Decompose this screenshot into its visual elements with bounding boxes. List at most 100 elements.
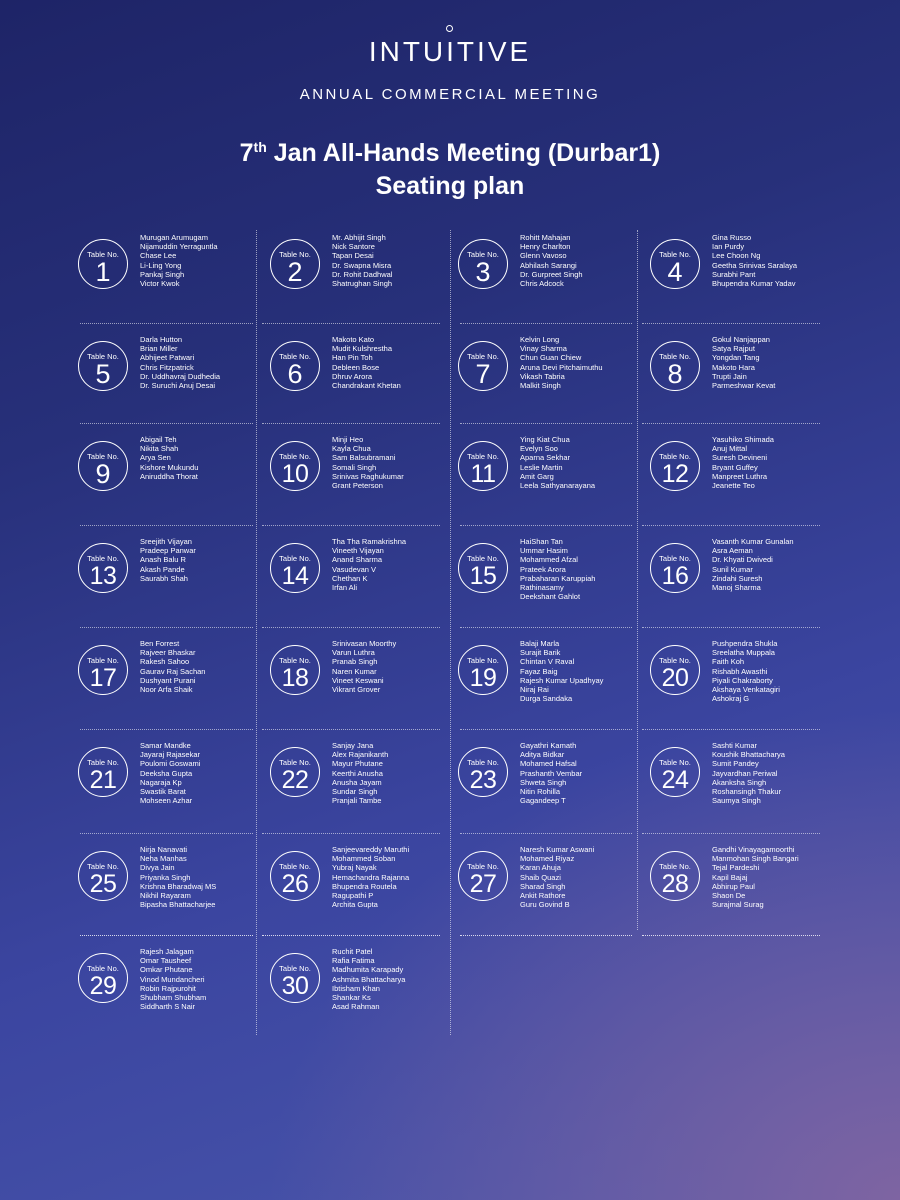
guest-name: Jeanette Teo bbox=[712, 481, 755, 491]
table-label: Table No. bbox=[279, 656, 311, 665]
guest-list: Samar Mandke Jayaraj Rajasekar Poulomi Gos… bbox=[140, 741, 270, 805]
row-divider bbox=[262, 323, 440, 324]
row-divider bbox=[642, 935, 820, 936]
table-card: Table No. 20 Pushpendra Shukla Sreelatha Mu… bbox=[650, 639, 840, 739]
table-number: 22 bbox=[281, 766, 309, 794]
table-number: 13 bbox=[89, 562, 117, 590]
guest-name: Chintan V Raval bbox=[520, 657, 575, 667]
guest-list: HaiShan Tan Ummar Hasim Mohammed Afzal Prat… bbox=[520, 537, 650, 601]
guest-name: Ragupathi P bbox=[332, 891, 374, 901]
guest-name: Gokul Nanjappan bbox=[712, 335, 770, 344]
row-divider bbox=[80, 833, 253, 834]
guest-name: Tejal Pardeshi bbox=[712, 863, 760, 873]
guest-name: Jayaraj Rajasekar bbox=[140, 750, 201, 760]
guest-name: Nikita Shah bbox=[140, 444, 179, 454]
table-number: 8 bbox=[667, 359, 683, 389]
row-divider bbox=[262, 423, 440, 424]
table-number-badge: Table No. 6 bbox=[270, 341, 320, 391]
guest-name: Anuj Mittal bbox=[712, 444, 748, 454]
guest-name: Shatrughan Singh bbox=[332, 279, 393, 289]
guest-name: Nirja Nanavati bbox=[140, 845, 188, 854]
guest-list: Darla Hutton Brian Miller Abhijeet Patwari… bbox=[140, 335, 270, 390]
guest-name: Balaji Marla bbox=[520, 639, 560, 648]
guest-name: Aruna Devi Pitchaimuthu bbox=[520, 362, 603, 372]
table-label: Table No. bbox=[87, 352, 119, 361]
guest-name: Ian Purdy bbox=[712, 242, 745, 252]
guest-name: Vikash Tabria bbox=[520, 371, 565, 381]
guest-name: Grant Peterson bbox=[332, 481, 383, 491]
table-card: Table No. 3 Rohitt Mahajan Henry Charlton Gl… bbox=[458, 233, 648, 333]
guest-name: Samar Mandke bbox=[140, 741, 191, 750]
table-card: Table No. 19 Balaji Marla Surajit Barik Chin… bbox=[458, 639, 648, 739]
table-card: Table No. 13 Sreejith Vijayan Pradeep Panwa… bbox=[78, 537, 268, 637]
guest-name: Manpreet Luthra bbox=[712, 471, 768, 481]
table-number-badge: Table No. 2 bbox=[270, 239, 320, 289]
page-title: 7th Jan All-Hands Meeting (Durbar1) Seat… bbox=[0, 137, 900, 203]
table-number-badge: Table No. 24 bbox=[650, 747, 700, 797]
table-number: 5 bbox=[95, 359, 111, 389]
guest-name: Varun Luthra bbox=[332, 648, 375, 658]
table-label: Table No. bbox=[87, 964, 119, 973]
table-number: 3 bbox=[475, 257, 491, 287]
guest-name: Nick Santore bbox=[332, 242, 375, 252]
guest-name: Parmeshwar Kevat bbox=[712, 381, 776, 391]
guest-name: Ben Forrest bbox=[140, 639, 180, 648]
guest-list: Sanjeevareddy Maruthi Mohammed Soban Yubra… bbox=[332, 845, 462, 909]
guest-list: Ben Forrest Rajveer Bhaskar Rakesh Sahoo Ga… bbox=[140, 639, 270, 694]
guest-name: Dr. Swapna Misra bbox=[332, 260, 392, 270]
guest-name: Omkar Phutane bbox=[140, 965, 193, 975]
table-label: Table No. bbox=[279, 862, 311, 871]
guest-name: Leslie Martin bbox=[520, 462, 563, 472]
guest-name: Sreelatha Muppala bbox=[712, 648, 775, 658]
table-number-badge: Table No. 13 bbox=[78, 543, 128, 593]
guest-name: Yasuhiko Shimada bbox=[712, 435, 774, 444]
guest-name: Vasanth Kumar Gunalan bbox=[712, 537, 794, 546]
guest-name: Lee Choon Ng bbox=[712, 251, 761, 261]
table-number: 28 bbox=[661, 870, 689, 898]
guest-name: Niraj Rai bbox=[520, 685, 549, 695]
guest-name: Trupti Jain bbox=[712, 371, 747, 381]
guest-list: Mr. Abhijit Singh Nick Santore Tapan Desai… bbox=[332, 233, 462, 288]
row-divider bbox=[460, 729, 632, 730]
guest-name: Prateek Arora bbox=[520, 564, 566, 574]
table-number: 4 bbox=[667, 257, 683, 287]
guest-name: Chun Guan Chiew bbox=[520, 353, 582, 363]
row-divider bbox=[460, 323, 632, 324]
table-label: Table No. bbox=[467, 352, 499, 361]
guest-list: Ruchit Patel Rafia Fatima Madhumita Karapa… bbox=[332, 947, 462, 1011]
table-number-badge: Table No. 10 bbox=[270, 441, 320, 491]
table-label: Table No. bbox=[279, 758, 311, 767]
table-number: 11 bbox=[470, 460, 496, 488]
guest-name: Gina Russo bbox=[712, 233, 752, 242]
guest-list: Vasanth Kumar Gunalan Asra Aeman Dr. Khyat… bbox=[712, 537, 842, 592]
guest-name: Bryant Guffey bbox=[712, 462, 758, 472]
guest-name: Vinod Mundancheri bbox=[140, 974, 205, 984]
guest-name: Naren Kumar bbox=[332, 666, 377, 676]
table-number: 21 bbox=[89, 766, 117, 794]
guest-name: Sumit Pandey bbox=[712, 759, 759, 769]
guest-name: Dr. Khyati Dwivedi bbox=[712, 555, 773, 565]
guest-name: Amit Garg bbox=[520, 471, 554, 481]
guest-name: Fayaz Baig bbox=[520, 666, 558, 676]
guest-name: Rajesh Jalagam bbox=[140, 947, 194, 956]
table-card: Table No. 11 Ying Kiat Chua Evelyn Soo Aparn… bbox=[458, 435, 648, 535]
table-number: 20 bbox=[661, 664, 689, 692]
guest-list: Makoto Kato Mudit Kulshrestha Han Pin Toh D… bbox=[332, 335, 462, 390]
guest-name: Irfan Ali bbox=[332, 583, 358, 593]
row-divider bbox=[460, 627, 632, 628]
guest-name: HaiShan Tan bbox=[520, 537, 563, 546]
guest-name: Alex Rajanikanth bbox=[332, 750, 389, 760]
guest-name: Divya Jain bbox=[140, 863, 175, 873]
guest-list: Ying Kiat Chua Evelyn Soo Aparna Sekhar Les… bbox=[520, 435, 650, 490]
row-divider bbox=[642, 833, 820, 834]
guest-name: Mr. Abhijit Singh bbox=[332, 233, 386, 242]
table-card: Table No. 9 Abigail Teh Nikita Shah Arya Sen… bbox=[78, 435, 268, 535]
guest-list: Nirja Nanavati Neha Manhas Divya Jain Priya… bbox=[140, 845, 270, 909]
table-number-badge: Table No. 21 bbox=[78, 747, 128, 797]
guest-name: Ummar Hasim bbox=[520, 546, 568, 556]
table-label: Table No. bbox=[467, 758, 499, 767]
guest-name: Faith Koh bbox=[712, 657, 745, 667]
guest-name: Shankar Ks bbox=[332, 993, 371, 1003]
guest-name: Pranjali Tambe bbox=[332, 796, 382, 806]
table-number-badge: Table No. 11 bbox=[458, 441, 508, 491]
